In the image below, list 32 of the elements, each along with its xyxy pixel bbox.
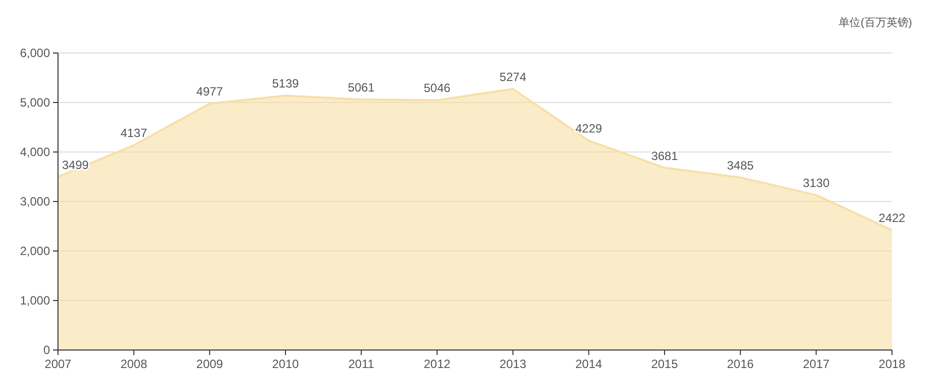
data-label: 4229	[575, 122, 602, 136]
y-tick-label: 5,000	[20, 96, 50, 110]
x-tick-label: 2013	[500, 357, 527, 371]
data-label: 3130	[802, 176, 830, 190]
x-tick-label: 2007	[44, 357, 72, 371]
data-label: 5046	[424, 81, 451, 96]
data-label: 5274	[500, 70, 527, 84]
y-tick-label: 2,000	[20, 244, 50, 258]
y-tick-label: 0	[43, 343, 50, 358]
x-tick-label: 2018	[878, 357, 906, 371]
x-tick-label: 2010	[272, 357, 300, 371]
x-tick-label: 2011	[348, 357, 374, 371]
data-label: 5061	[348, 80, 375, 94]
x-tick-label: 2014	[575, 357, 602, 371]
data-label: 3485	[727, 158, 754, 172]
x-tick-label: 2015	[651, 357, 678, 371]
y-tick-label: 3,000	[20, 194, 50, 209]
data-label: 3681	[651, 148, 678, 163]
x-tick-label: 2009	[196, 357, 224, 371]
y-tick-label: 1,000	[20, 294, 50, 308]
data-label: 4137	[120, 126, 148, 140]
y-tick-label: 6,000	[20, 46, 50, 60]
x-tick-label: 2012	[424, 357, 451, 371]
data-label: 5139	[272, 76, 300, 91]
x-tick-label: 2008	[120, 357, 148, 371]
y-tick-label: 4,000	[20, 145, 50, 160]
x-tick-label: 2016	[727, 357, 754, 371]
data-label: 2422	[878, 211, 906, 226]
data-label: 4977	[196, 84, 224, 99]
text: 单位(百万英镑)	[838, 16, 912, 29]
x-tick-label: 2017	[802, 357, 830, 371]
data-label: 3499	[62, 158, 90, 172]
